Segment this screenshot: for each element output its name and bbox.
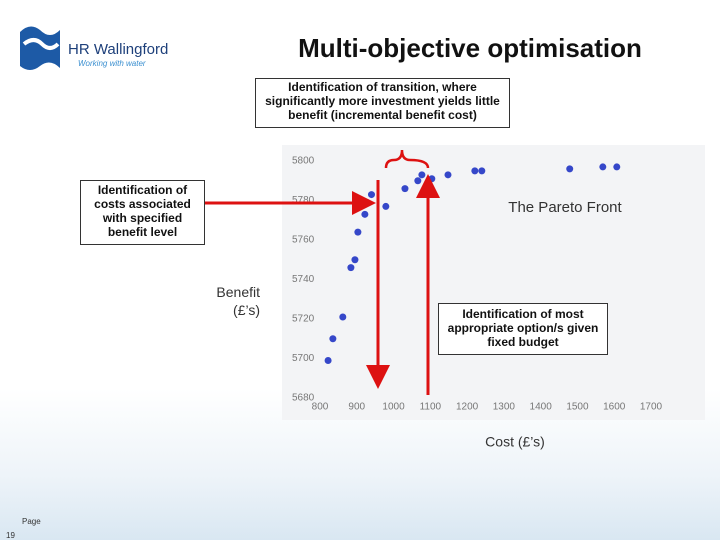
y-tick-label: 5720	[292, 314, 315, 325]
y-tick-label: 5700	[292, 353, 315, 364]
logo-mark	[20, 26, 60, 71]
x-tick-label: 1700	[640, 402, 663, 413]
point	[599, 163, 607, 171]
y-tick-label: 5780	[292, 195, 315, 206]
point	[351, 256, 359, 264]
y-tick-label: 5760	[292, 235, 315, 246]
point	[414, 177, 422, 185]
point	[329, 335, 337, 343]
x-tick-label: 1100	[420, 402, 442, 413]
point	[324, 356, 332, 364]
page-label: Page	[22, 517, 41, 526]
annotation-box: Identification of transition, where sign…	[255, 78, 510, 128]
y-tick-label: 5740	[292, 274, 315, 285]
chart-title: Multi-objective optimisation	[298, 33, 642, 63]
point	[361, 210, 369, 218]
point	[418, 171, 426, 179]
annotation-box: Identification of most appropriate optio…	[438, 303, 608, 355]
x-axis-label: Cost (£’s)	[485, 434, 545, 450]
page-number: 19	[6, 531, 15, 540]
x-tick-label: 1200	[456, 402, 479, 413]
x-tick-label: 800	[312, 402, 329, 413]
point	[444, 171, 452, 179]
point	[566, 165, 574, 173]
annotation: The Pareto Front	[508, 199, 622, 216]
point	[478, 167, 486, 175]
annotation-box: Identification of costs associated with …	[80, 180, 205, 245]
logo-name: HR Wallingford	[68, 41, 168, 58]
x-tick-label: 1500	[566, 402, 589, 413]
point	[354, 228, 362, 236]
point	[339, 313, 347, 321]
x-tick-label: 1300	[493, 402, 516, 413]
logo-tagline: Working with water	[78, 59, 146, 68]
x-tick-label: 900	[348, 402, 365, 413]
brace	[384, 149, 430, 169]
point	[382, 202, 390, 210]
y-axis-label: Benefit (£’s)	[216, 284, 260, 318]
point	[471, 167, 479, 175]
plot-area	[282, 145, 705, 420]
logo-wave	[22, 38, 60, 50]
x-tick-label: 1400	[530, 402, 553, 413]
point	[401, 185, 409, 193]
y-tick-label: 5800	[292, 156, 315, 167]
arrows	[205, 149, 440, 395]
point	[613, 163, 621, 171]
y-tick-label: 5680	[292, 393, 315, 404]
x-tick-label: 1600	[603, 402, 626, 413]
point	[347, 264, 355, 272]
point	[367, 191, 375, 199]
x-tick-label: 1000	[382, 402, 405, 413]
